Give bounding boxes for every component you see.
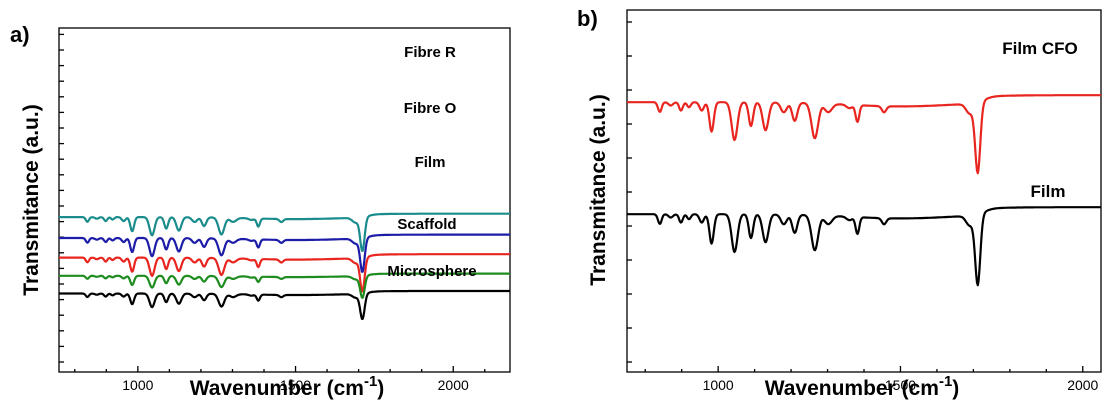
- series-label-microsphere: Microsphere: [387, 263, 476, 280]
- panel-b: b) 1000 1500 2000 Film CFO Film Wavenumber…: [577, 6, 1102, 400]
- panel-a-label: a): [10, 22, 30, 47]
- panel-b-ticks: 1000 1500 2000: [627, 21, 1099, 393]
- series-label-film-cfo: Film CFO: [1002, 39, 1078, 58]
- series-line-fibre-o: [58, 233, 511, 273]
- panel-a-x-axis-title: Wavenumber (cm-1): [190, 373, 385, 400]
- series-line-fibre-r: [58, 212, 511, 252]
- panel-b-x-axis-title: Wavenumber (cm-1): [765, 373, 960, 400]
- x-tick-label: 1500: [280, 377, 311, 393]
- series-line-film: [58, 253, 511, 293]
- panel-b-label: b): [577, 6, 598, 31]
- series-line-film-cfo: [626, 94, 1102, 175]
- x-tick-label: 2000: [438, 377, 469, 393]
- series-label-fibre-o: Fibre O: [404, 100, 457, 117]
- x-tick-label: 1500: [885, 377, 916, 393]
- series-label-film-a: Film: [415, 154, 446, 171]
- series-line-microsphere: [58, 289, 511, 320]
- x-tick-label: 2000: [1067, 377, 1098, 393]
- x-tick-label: 1000: [122, 377, 153, 393]
- series-label-film-b: Film: [1031, 182, 1066, 201]
- x-tick-label: 1000: [703, 377, 734, 393]
- panel-b-series: [626, 94, 1102, 287]
- panel-a-frame: [58, 27, 511, 373]
- panel-b-y-axis-title: Transmitance (a.u.): [587, 94, 610, 285]
- series-label-fibre-r: Fibre R: [404, 44, 456, 61]
- panel-a-series: [58, 212, 511, 320]
- series-line-scaffold: [58, 272, 511, 299]
- panel-a-ticks: 1000 1500 2000: [59, 33, 486, 393]
- panel-a: a) 1000 1500 2000 Fibre R Fibre O Film Sca…: [10, 22, 511, 400]
- series-line-film: [626, 206, 1102, 287]
- panel-a-y-axis-title: Transmitance (a.u.): [20, 104, 43, 295]
- series-label-scaffold: Scaffold: [397, 216, 456, 233]
